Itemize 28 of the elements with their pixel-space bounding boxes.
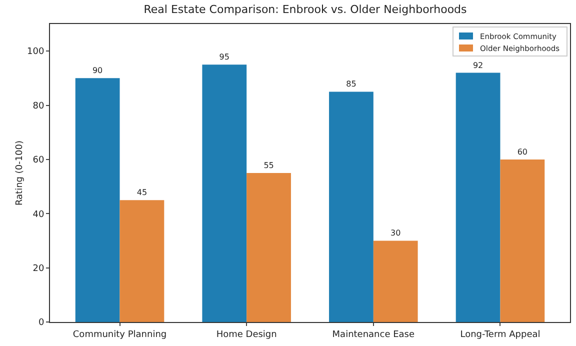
data-label: 30 [390, 228, 401, 238]
data-label: 90 [92, 66, 103, 76]
data-label: 55 [264, 161, 274, 170]
y-tick-label: 40 [32, 210, 44, 220]
bar [329, 92, 374, 322]
x-tick-label: Maintenance Ease [332, 330, 415, 340]
chart-title: Real Estate Comparison: Enbrook vs. Older Neighborhoods [144, 2, 468, 16]
bar [120, 200, 164, 322]
y-tick-label: 80 [32, 101, 44, 112]
data-label: 85 [346, 80, 356, 89]
data-label: 92 [472, 60, 484, 70]
bar [202, 64, 247, 322]
bar [75, 78, 120, 322]
bar [456, 72, 500, 322]
y-tick-label: 60 [32, 156, 44, 166]
y-tick-label: 20 [32, 264, 44, 274]
y-tick-label: 0 [38, 318, 44, 328]
data-label: 95 [219, 52, 230, 62]
bar [500, 159, 545, 322]
bar [373, 240, 418, 322]
x-tick-label: Home Design [216, 330, 277, 340]
x-tick-label: Long-Term Appeal [460, 330, 540, 340]
x-tick-label: Community Planning [72, 330, 167, 340]
y-tick-label: 100 [27, 47, 44, 58]
data-label: 60 [517, 147, 528, 156]
data-label: 45 [136, 188, 148, 198]
bar [246, 173, 291, 322]
y-axis-title: Rating (0-100) [15, 140, 25, 206]
